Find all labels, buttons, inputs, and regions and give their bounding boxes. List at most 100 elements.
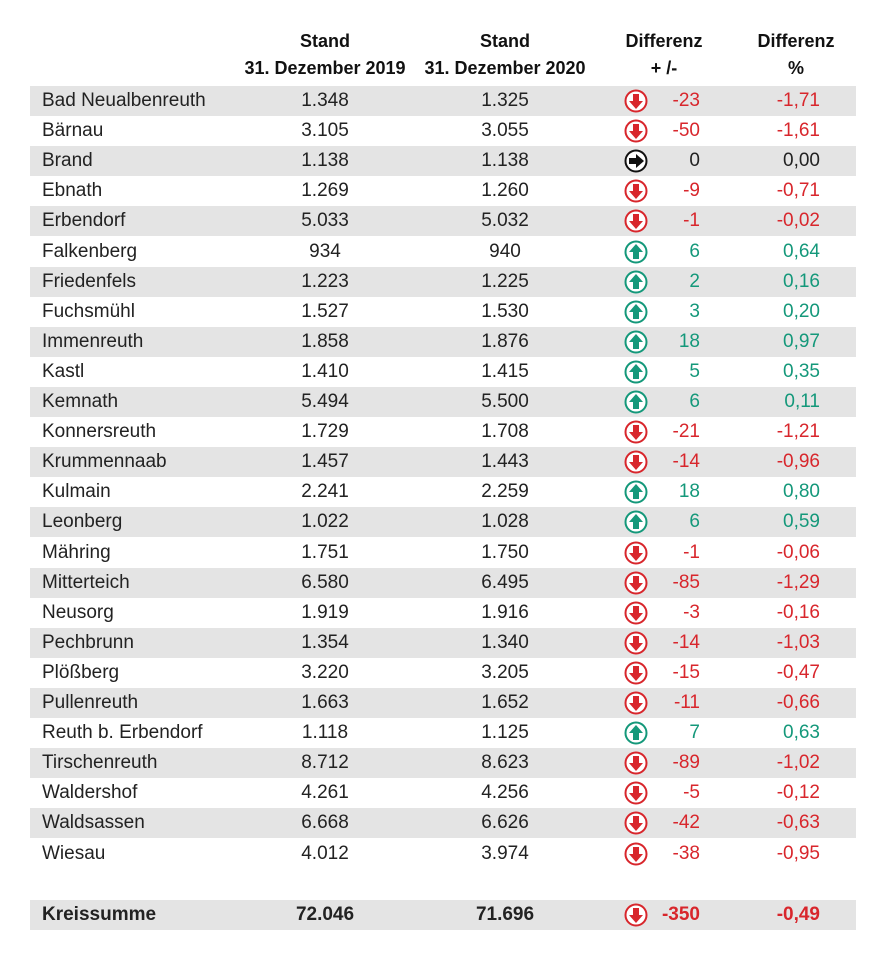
trend-icon (624, 89, 648, 113)
difference: -1 (683, 210, 700, 232)
value-2020: 3.205 (481, 661, 529, 683)
value-2019: 934 (309, 240, 341, 262)
difference-percent: -1,02 (776, 752, 820, 774)
value-2019: 4.261 (301, 782, 349, 804)
row-name: Bärnau (42, 120, 104, 142)
difference-percent: 0,00 (783, 150, 820, 172)
row-name: Pullenreuth (42, 692, 139, 713)
value-2020: 1.916 (481, 601, 529, 623)
column-header: + /- (650, 58, 678, 78)
difference: 5 (689, 360, 700, 382)
difference: 6 (689, 391, 700, 412)
difference-percent: -0,12 (776, 782, 820, 804)
difference-percent: -0,71 (776, 180, 820, 202)
difference-percent: 0,35 (783, 360, 820, 382)
value-2020: 5.032 (481, 210, 529, 232)
value-2019: 1.022 (301, 511, 349, 533)
difference: -89 (672, 752, 700, 774)
value-2020: 1.225 (481, 270, 529, 292)
difference-percent: -1,03 (776, 631, 820, 653)
difference: -42 (672, 812, 700, 834)
trend-icon (624, 781, 648, 805)
trend-icon (624, 119, 648, 143)
trend-icon (624, 751, 648, 775)
row-name: Mitterteich (42, 571, 130, 593)
row-name: Reuth b. Erbendorf (42, 722, 203, 744)
row-name: Brand (42, 150, 93, 172)
value-2020: 940 (489, 240, 521, 262)
value-2019: 1.729 (301, 421, 349, 443)
column-header: Differenz (625, 31, 703, 51)
value-2019: 4.012 (301, 842, 349, 864)
row-band (30, 808, 856, 839)
value-2019: 3.105 (301, 120, 349, 142)
difference: -23 (672, 90, 700, 111)
difference-percent: -0,47 (776, 661, 820, 683)
row-band (30, 900, 856, 930)
difference: 6 (689, 240, 700, 262)
row-name: Kemnath (42, 391, 119, 412)
value-2020: 1.750 (481, 541, 529, 563)
trend-icon (624, 149, 648, 173)
row-name: Krummennaab (42, 451, 167, 473)
value-2020: 1.415 (481, 360, 529, 382)
row-name: Neusorg (42, 601, 114, 623)
trend-icon (624, 300, 648, 324)
value-2019: 2.241 (301, 481, 349, 503)
row-band (30, 206, 856, 237)
row-name: Leonberg (42, 511, 123, 533)
column-header: Stand (299, 31, 350, 51)
value-2020: 2.259 (481, 481, 529, 503)
row-name: Friedenfels (42, 270, 136, 292)
difference: -350 (661, 904, 700, 925)
value-2020: 1.138 (481, 150, 529, 172)
value-2019: 1.858 (301, 330, 349, 352)
value-2020: 1.652 (481, 692, 529, 713)
value-2019: 1.118 (301, 722, 349, 744)
trend-icon (624, 571, 648, 595)
difference: -21 (672, 421, 700, 443)
value-2019: 1.663 (301, 692, 349, 713)
difference: 6 (689, 511, 700, 533)
value-2019: 5.033 (301, 210, 349, 232)
trend-icon (624, 330, 648, 354)
difference-percent: -1,29 (776, 571, 820, 593)
difference-percent: 0,20 (783, 300, 820, 322)
difference-percent: -0,95 (776, 842, 820, 864)
difference: -85 (672, 571, 700, 593)
row-name: Mähring (42, 541, 111, 563)
difference-percent: -1,71 (776, 90, 820, 111)
value-2019: 6.580 (301, 571, 349, 593)
value-2020: 3.974 (481, 842, 529, 864)
trend-icon (624, 510, 648, 534)
value-2020: 1.325 (481, 90, 529, 111)
column-header: Differenz (757, 31, 835, 51)
value-2020: 1.876 (481, 330, 529, 352)
value-2019: 1.919 (301, 601, 349, 623)
trend-icon (624, 179, 648, 203)
row-band (30, 688, 856, 718)
row-band (30, 748, 856, 779)
row-name: Tirschenreuth (42, 752, 158, 774)
trend-icon (624, 541, 648, 564)
row-name: Plößberg (42, 661, 120, 683)
trend-icon (624, 601, 648, 625)
trend-icon (624, 721, 648, 745)
difference-percent: 0,97 (783, 330, 820, 352)
trend-icon (624, 240, 648, 263)
row-band (30, 447, 856, 478)
difference: -5 (683, 782, 700, 804)
difference-percent: 0,80 (783, 481, 820, 503)
value-2019: 1.527 (301, 300, 349, 322)
difference-percent: 0,11 (784, 391, 820, 412)
difference-percent: -1,61 (776, 120, 820, 142)
row-name: Kreissumme (42, 904, 157, 925)
row-name: Pechbrunn (42, 631, 134, 653)
trend-icon (624, 903, 648, 927)
row-name: Immenreuth (42, 330, 144, 352)
difference: 3 (689, 300, 700, 322)
value-2019: 1.751 (301, 541, 349, 563)
value-2020: 1.125 (481, 722, 529, 744)
row-name: Ebnath (42, 180, 103, 202)
difference: -11 (673, 692, 700, 713)
